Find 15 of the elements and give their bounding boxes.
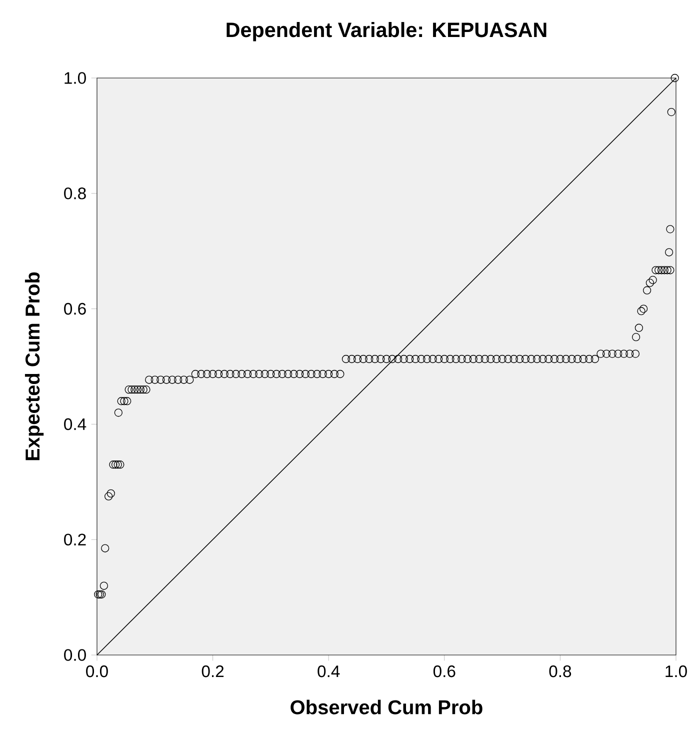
y-tick-label: 1.0 bbox=[64, 72, 86, 84]
chart-title: Dependent Variable: KEPUASAN bbox=[226, 22, 546, 42]
x-tick-label: 0.4 bbox=[318, 665, 340, 678]
x-tick-label: 0.0 bbox=[86, 665, 108, 678]
y-axis-title: Expected Cum Prob bbox=[24, 272, 44, 460]
y-tick-label: 0.6 bbox=[64, 302, 86, 315]
y-tick-label: 0.0 bbox=[64, 649, 86, 661]
x-tick-label: 1.0 bbox=[666, 665, 687, 678]
y-tick-label: 0.8 bbox=[64, 188, 86, 200]
y-tick-label: 0.2 bbox=[64, 534, 86, 546]
x-tick-label: 0.6 bbox=[433, 665, 456, 678]
x-axis-title: Observed Cum Prob bbox=[290, 700, 482, 714]
x-tick-label: 0.2 bbox=[202, 665, 224, 678]
y-tick-label: 0.4 bbox=[64, 418, 86, 430]
x-tick-label: 0.8 bbox=[549, 665, 572, 678]
